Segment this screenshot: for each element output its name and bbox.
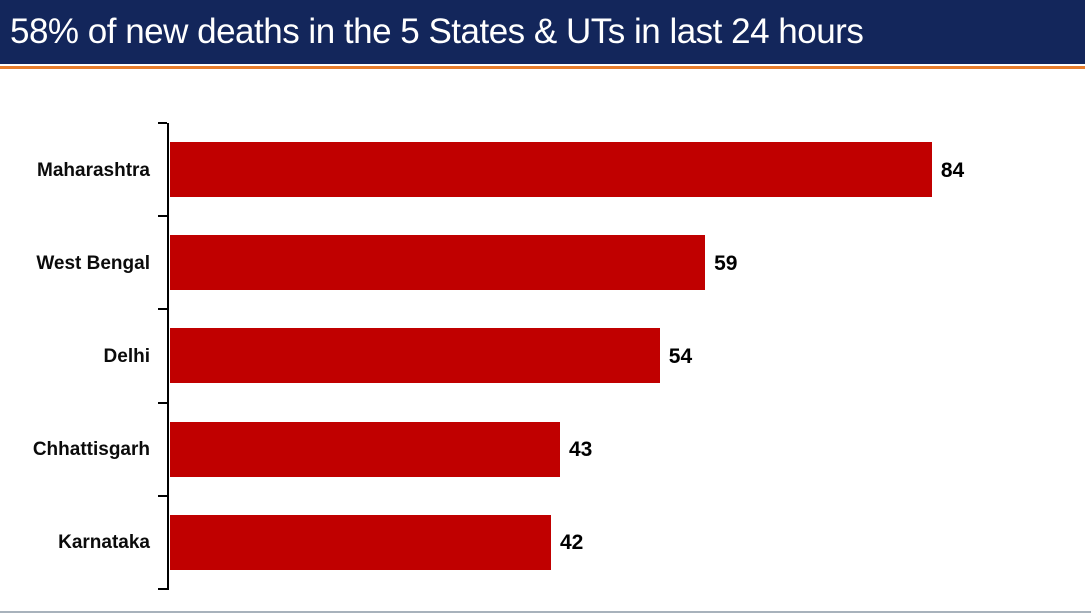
value-label: 59 bbox=[714, 251, 738, 275]
footer-rule bbox=[0, 611, 1091, 613]
bar bbox=[170, 514, 551, 570]
axis-tick bbox=[158, 308, 167, 311]
page-title: 58% of new deaths in the 5 States & UTs … bbox=[10, 12, 864, 51]
value-label: 43 bbox=[569, 438, 593, 462]
category-label: Chhattisgarh bbox=[32, 439, 150, 461]
axis-tick bbox=[158, 122, 167, 124]
bar bbox=[170, 421, 560, 477]
bar-row: Karnataka 42 bbox=[0, 496, 1091, 589]
axis-tick bbox=[158, 588, 167, 590]
value-label: 42 bbox=[559, 531, 584, 555]
header-bar: 58% of new deaths in the 5 States & UTs … bbox=[0, 0, 1085, 64]
bar-row: Delhi 54 bbox=[0, 309, 1091, 402]
bar bbox=[170, 328, 660, 384]
bar-row: West Bengal 59 bbox=[0, 216, 1091, 309]
category-label: Maharashtra bbox=[37, 159, 150, 181]
bar-row: Maharashtra 84 bbox=[0, 123, 1091, 216]
bar bbox=[170, 142, 932, 198]
axis-tick bbox=[158, 215, 167, 218]
bar-row: Chhattisgarh 43 bbox=[0, 403, 1091, 496]
value-label: 54 bbox=[668, 344, 693, 368]
category-label: Delhi bbox=[103, 345, 150, 367]
bar bbox=[170, 235, 706, 291]
header-accent-rule bbox=[0, 66, 1085, 69]
category-label: West Bengal bbox=[36, 252, 150, 274]
y-axis-line bbox=[167, 123, 169, 590]
axis-tick bbox=[158, 401, 167, 404]
category-label: Karnataka bbox=[58, 532, 150, 554]
value-label: 84 bbox=[940, 158, 965, 182]
axis-tick bbox=[158, 494, 167, 497]
